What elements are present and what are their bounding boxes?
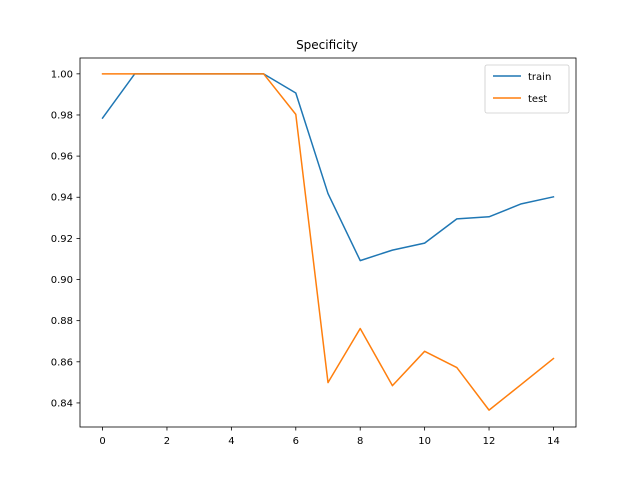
legend: train test xyxy=(484,64,570,114)
series-layer xyxy=(101,73,555,411)
legend-label-test: test xyxy=(528,94,547,105)
x-tick-label: 4 xyxy=(228,436,234,447)
plot-frame xyxy=(79,57,577,428)
y-tick-label: 0.94 xyxy=(51,193,73,204)
y-tick-label: 0.98 xyxy=(51,110,73,121)
y-tick-label: 0.84 xyxy=(51,398,73,409)
x-tick-label: 12 xyxy=(483,436,496,447)
y-axis: 0.84 0.86 0.88 0.90 0.92 0.94 0.96 0.98 1.00 xyxy=(51,69,80,409)
x-axis: 0 2 4 6 8 10 12 14 xyxy=(99,427,560,447)
chart-title: Specificity xyxy=(296,38,358,52)
y-tick-label: 0.90 xyxy=(51,275,73,286)
legend-label-train: train xyxy=(528,72,551,83)
x-tick-label: 14 xyxy=(547,436,560,447)
x-tick-label: 8 xyxy=(357,436,363,447)
x-tick-label: 2 xyxy=(164,436,170,447)
y-tick-label: 0.88 xyxy=(51,316,73,327)
y-tick-label: 0.96 xyxy=(51,152,73,163)
series-line-test xyxy=(101,73,555,411)
x-tick-label: 0 xyxy=(99,436,105,447)
y-tick-label: 0.86 xyxy=(51,357,73,368)
x-tick-label: 10 xyxy=(418,436,431,447)
y-tick-label: 0.92 xyxy=(51,234,73,245)
y-tick-label: 1.00 xyxy=(51,69,73,80)
legend-box xyxy=(484,64,570,114)
x-tick-label: 6 xyxy=(293,436,299,447)
